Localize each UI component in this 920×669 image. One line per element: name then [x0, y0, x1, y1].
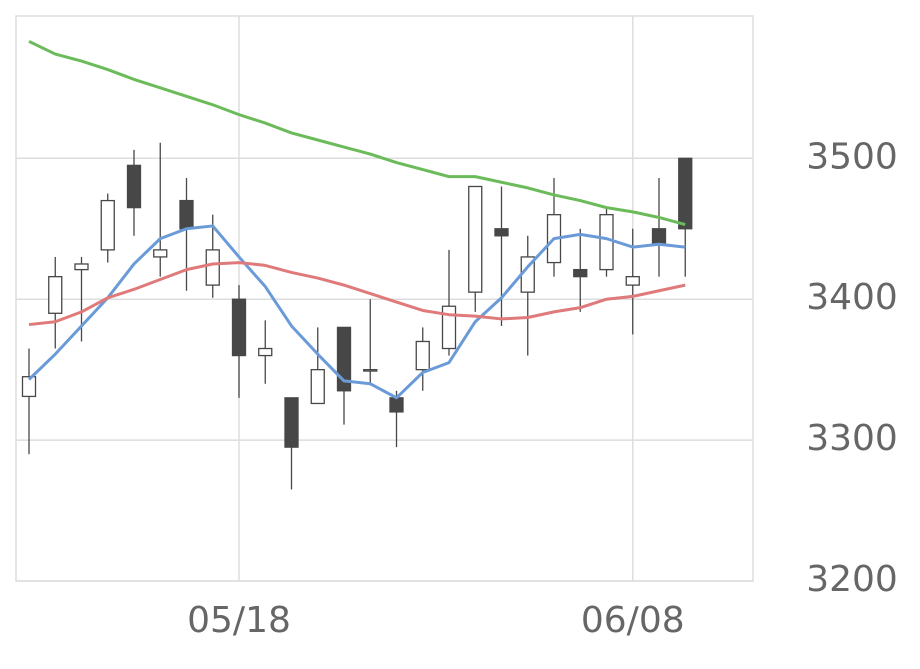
- moving-average-line: [27, 224, 686, 400]
- candle-body: [284, 397, 299, 448]
- x-tick-label: 06/08: [581, 600, 685, 641]
- candle-body: [48, 276, 63, 314]
- candle-body: [468, 185, 483, 293]
- candle-body: [441, 305, 457, 350]
- candle-body: [179, 199, 194, 230]
- candle-body: [494, 228, 509, 237]
- y-tick-label: 3300: [806, 418, 898, 459]
- candle-body: [205, 249, 220, 286]
- candle-body: [363, 369, 378, 372]
- candle-body: [100, 199, 115, 251]
- candle-body: [153, 249, 168, 258]
- candle-body: [599, 214, 614, 271]
- y-tick-label: 3200: [806, 559, 898, 600]
- candle-body: [651, 228, 667, 244]
- candle-body: [389, 397, 404, 413]
- candle-body: [336, 326, 352, 392]
- y-tick-label: 3500: [806, 136, 898, 177]
- candle-body: [573, 268, 588, 278]
- candle-body: [678, 157, 693, 230]
- candle-body: [258, 347, 273, 357]
- moving-average-line: [28, 261, 686, 327]
- candle-body: [415, 340, 430, 371]
- moving-average-line: [28, 40, 686, 226]
- x-tick-label: 05/18: [187, 600, 291, 641]
- y-tick-label: 3400: [806, 277, 898, 318]
- candle-body: [625, 276, 640, 286]
- candle-body: [21, 376, 37, 398]
- candle-body: [231, 298, 247, 357]
- candle-body: [126, 164, 142, 209]
- candle-body: [74, 263, 89, 271]
- candle-body: [310, 369, 325, 405]
